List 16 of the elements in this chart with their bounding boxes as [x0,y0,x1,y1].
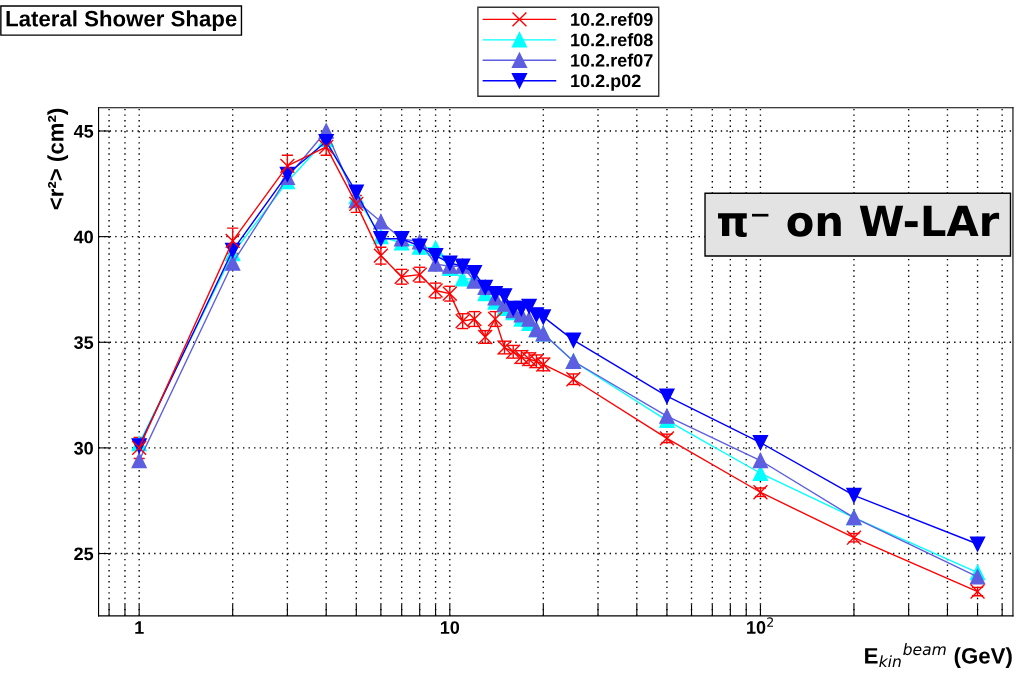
legend-label: 10.2.ref07 [571,53,653,67]
x-tick-label: 10$^{2}$ [747,617,774,634]
x-tick-label: 1 [135,621,144,634]
y-tick-label: 40 [73,230,93,244]
y-tick-label: 45 [73,125,94,138]
x-axis-title: E$_{kin}$$^{beam}$ (GeV) [865,643,1012,669]
legend-label: 10.2.ref08 [571,33,653,47]
y-tick-label: 35 [74,336,94,349]
legend-label: 10.2.p02 [571,74,641,91]
y-axis-title: <r²> (cm²) [47,108,69,210]
annotation: π⁻ on W-LAr [718,205,1000,237]
y-tick-label: 30 [74,441,93,455]
legend-label: 10.2.ref09 [571,12,653,26]
chart-title: Lateral Shower Shape [6,10,237,31]
x-tick-label: 10 [440,621,460,634]
y-tick-label: 25 [74,547,94,561]
